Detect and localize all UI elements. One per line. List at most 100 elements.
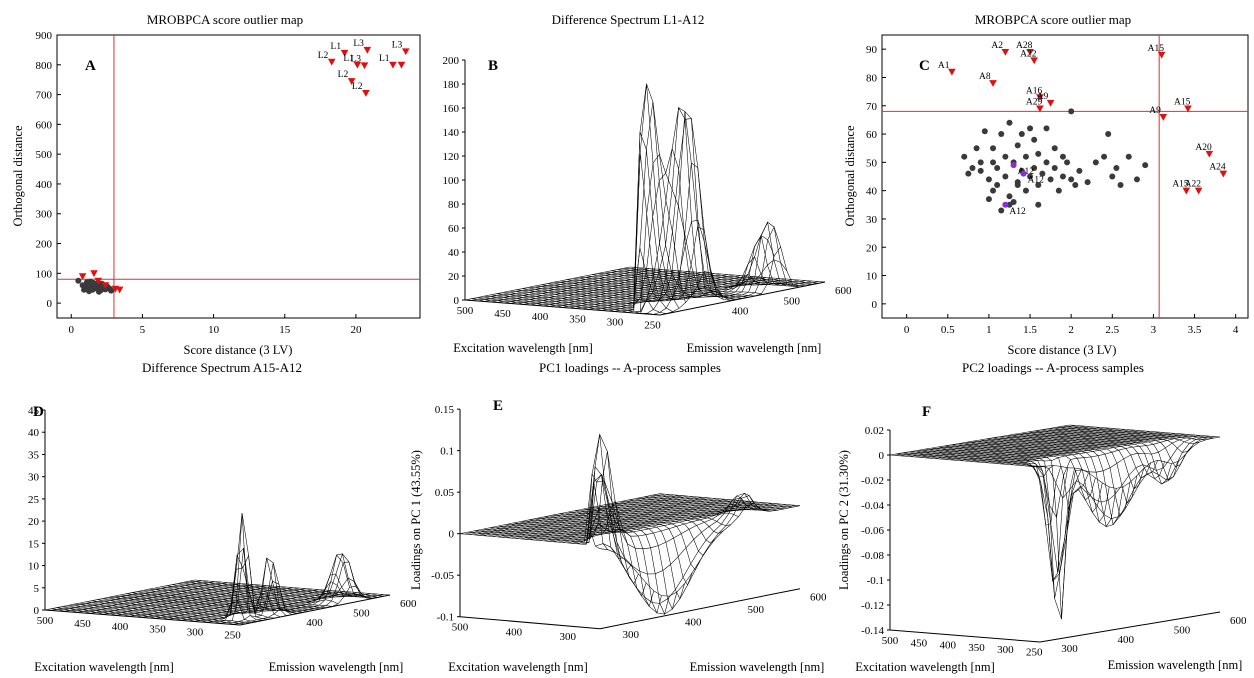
y-tick-label: 600 <box>36 119 53 131</box>
regular-point <box>985 176 992 183</box>
outlier-point <box>327 58 336 66</box>
point-label: A29 <box>1026 98 1043 108</box>
surface-mesh-line <box>959 443 1110 523</box>
regular-point <box>1092 159 1099 166</box>
x-tick-label: 0.5 <box>941 324 955 336</box>
surface-mesh-line <box>585 473 787 575</box>
z-tick-label: 80 <box>448 199 460 211</box>
surface-mesh-line <box>986 438 1138 504</box>
panel-f-xlabel: Excitation wavelength [nm] <box>855 660 995 674</box>
point-label: A15 <box>1172 180 1189 190</box>
regular-point <box>961 153 968 160</box>
point-label: A28 <box>1016 41 1033 51</box>
surface-mesh-line <box>1056 427 1207 440</box>
surface-mesh-line <box>490 451 632 572</box>
surface-mesh-line <box>137 591 333 607</box>
z-tick-label: -0.05 <box>431 570 454 582</box>
regular-point <box>1142 162 1149 169</box>
x-tick-label: 3 <box>1151 324 1157 336</box>
z-tick-label: -0.02 <box>861 475 884 487</box>
regular-point <box>1133 176 1140 183</box>
surface-mesh-line <box>636 498 777 511</box>
z-tick-label: 0.02 <box>865 425 884 437</box>
point-label: L3 <box>392 40 403 50</box>
point-label: A15 <box>1148 44 1165 54</box>
emission-tick-label: 500 <box>783 295 800 307</box>
outlier-point <box>1036 94 1044 102</box>
regular-point <box>86 288 93 295</box>
surface-mesh-line <box>945 445 1096 501</box>
regular-point <box>990 159 997 166</box>
excitation-tick-label: 500 <box>457 305 474 317</box>
outlier-point <box>1030 57 1038 65</box>
panel-c-frame <box>881 34 1249 319</box>
y-tick-label: 90 <box>866 44 878 56</box>
surface-mesh-line <box>44 609 241 626</box>
surface-mesh-line <box>896 453 1047 467</box>
surface-mesh-line <box>1007 435 1158 475</box>
point-label: L3 <box>350 54 361 64</box>
point-label: L2 <box>352 82 363 92</box>
excitation-axis-line <box>889 629 1041 643</box>
excitation-tick-label: 300 <box>607 317 624 329</box>
outlier-point <box>397 61 406 69</box>
surface-mesh-line <box>529 519 670 615</box>
point-label: A2 <box>991 41 1003 51</box>
outlier-point <box>389 61 397 69</box>
surface-mesh-line <box>459 530 601 549</box>
y-tick-label: 100 <box>36 268 53 280</box>
y-tick-label: 60 <box>866 129 878 141</box>
outlier-point <box>353 61 362 69</box>
regular-point <box>1059 153 1066 160</box>
z-tick-label: 40 <box>28 427 40 439</box>
excitation-tick-label: 250 <box>224 629 241 641</box>
y-tick-label: 0 <box>47 298 53 310</box>
surface-mesh-line <box>910 451 1062 526</box>
outlier-point <box>1184 105 1192 113</box>
outlier-point <box>1046 99 1055 107</box>
z-tick-label: 20 <box>448 271 460 283</box>
outlier-point <box>340 49 349 57</box>
point-label: A20 <box>1195 143 1212 153</box>
surface-mesh-line <box>1014 433 1165 480</box>
panel-f-surface: Excitation wavelength [nm] Emission wave… <box>837 424 1247 674</box>
regular-point <box>998 131 1005 138</box>
surface-mesh-line <box>536 518 678 610</box>
z-tick-label: 20 <box>28 516 40 528</box>
z-tick-label: 15 <box>28 538 40 550</box>
surface-mesh-line <box>572 276 769 290</box>
y-tick-label: 200 <box>36 239 53 251</box>
panel-e-surface: Excitation wavelength [nm] Emission wave… <box>409 404 827 674</box>
outlier-point <box>1026 48 1034 56</box>
surface-mesh-line <box>194 579 391 596</box>
point-label: A12 <box>1027 176 1044 186</box>
surface-mesh-line <box>50 608 246 625</box>
surface-mesh-line <box>576 433 777 544</box>
z-tick-label: 35 <box>28 449 40 461</box>
surface-mesh-line <box>464 299 661 316</box>
regular-point <box>977 167 984 174</box>
x-tick-label: 1.5 <box>1023 324 1037 336</box>
surface-mesh-line <box>559 513 701 571</box>
outlier-point <box>1159 114 1168 121</box>
excitation-axis-line <box>459 616 601 630</box>
panel-e-title: PC1 loadings -- A-process samples <box>539 360 721 375</box>
regular-point <box>1125 153 1132 160</box>
z-tick-label: 45 <box>28 405 40 417</box>
panel-b-title: Difference Spectrum L1-A12 <box>552 12 705 27</box>
z-tick-label: 180 <box>443 79 460 91</box>
surface-mesh-line <box>148 581 345 602</box>
excitation-tick-label: 300 <box>997 644 1014 656</box>
surface-mesh-line <box>979 439 1131 517</box>
excitation-tick-label: 450 <box>494 308 511 320</box>
surface-mesh-line <box>541 284 737 300</box>
regular-point <box>985 196 992 203</box>
outlier-point <box>363 46 372 54</box>
emission-tick-label: 500 <box>748 604 765 616</box>
panel-a-frame <box>56 34 421 319</box>
regular-point <box>1035 201 1042 208</box>
y-tick-label: 700 <box>36 90 53 102</box>
x-tick-label: 2 <box>1068 324 1074 336</box>
point-label: A1 <box>938 61 950 71</box>
